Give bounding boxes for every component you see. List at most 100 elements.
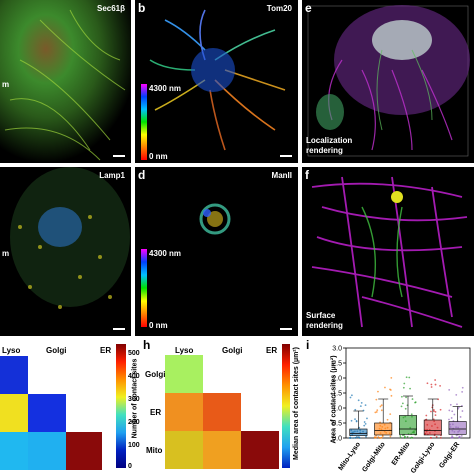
g-cbar-title: Number of contact sites [131,359,138,439]
panel-a-side-label: m [2,80,9,89]
data-point [381,437,383,439]
x-tick-label: Golgi-Mito [361,441,387,473]
panel-b-tom20: b Tom20 4300 nm 0 nm [135,0,298,163]
data-point [351,420,353,422]
heatmap-cell [241,431,279,469]
panel-d-title: ManII [272,171,292,180]
data-point [451,410,453,412]
data-point [351,394,353,396]
data-point [377,391,379,393]
data-point [462,387,464,389]
x-tick-label: ER-Mito [391,441,412,467]
box [399,416,416,435]
data-point [400,437,402,439]
data-point [433,409,435,411]
g-cbar-tick: 100 [128,442,140,449]
heatmap-cell [0,432,28,470]
heatmap-cell [0,356,28,394]
data-point [354,409,356,411]
data-point [356,421,358,423]
data-point [363,425,365,427]
data-point [366,418,368,420]
panel-h-letter: h [143,338,150,352]
data-point [409,388,411,390]
heatmap-cell [66,432,102,470]
data-point [439,385,441,387]
data-point [458,437,460,439]
data-point [450,404,452,406]
panel-e-letter: e [305,1,312,15]
heatmap-cell [203,431,241,469]
data-point [384,387,386,389]
data-point [453,414,455,416]
data-point [390,389,392,391]
data-point [451,436,453,438]
data-point [448,389,450,391]
data-point [404,437,406,439]
data-point [456,403,458,405]
data-point [390,436,392,438]
data-point [435,384,437,386]
h-row-label-er: ER [150,408,161,417]
data-point [391,395,393,397]
i-ylabel: Area of contact sites (µm²) [331,355,338,443]
data-point [435,414,437,416]
data-point [365,436,367,438]
data-point [403,383,405,385]
data-point [406,376,408,378]
er-microscopy-image [0,0,131,163]
data-point [430,411,432,413]
y-tick-label: 3.0 [332,346,342,353]
data-point [375,437,377,439]
scale-bar [113,155,125,157]
panel-f-caption-line2: rendering [306,321,343,331]
x-tick-label: Mito-Lyso [337,441,362,472]
panel-c-lamp1: Lamp1 m [0,167,131,336]
data-point [437,398,439,400]
heatmap-cell [28,432,66,470]
data-point [405,396,407,398]
heatmap-cell [165,355,203,393]
h-col-label-golgi: Golgi [222,346,242,355]
data-point [356,436,358,438]
data-point [430,437,432,439]
g-col-label-golgi: Golgi [46,346,66,355]
heatmap-cell [0,394,28,432]
data-point [440,409,442,411]
data-point [430,384,432,386]
data-point [462,410,464,412]
data-point [354,418,356,420]
lyso-microscopy-image [0,167,131,336]
data-point [448,410,450,412]
scale-bar [113,328,125,330]
data-point [365,423,367,425]
data-point [460,416,462,418]
data-point [364,421,366,423]
data-point [389,413,391,415]
data-point [408,377,410,379]
depth-colorbar [141,84,147,160]
panel-f-surface: f Surface rendering [302,167,474,336]
data-point [365,404,367,406]
heatmap-cell [203,393,241,431]
data-point [434,379,436,381]
panel-e-localization: e Localization rendering [302,0,474,163]
data-point [435,411,437,413]
panel-a-sec61b: Sec61β m [0,0,131,163]
g-col-label-er: ER [100,346,111,355]
data-point [451,417,453,419]
h-row-label-golgi: Golgi [145,370,165,379]
depth-colorbar [141,249,147,327]
g-cbar-tick: 500 [128,350,140,357]
h-cbar-title: Median area of contact sites (µm²) [293,347,300,460]
panel-c-title: Lamp1 [99,171,125,180]
heatmap-cell [165,393,203,431]
data-point [387,419,389,421]
data-point [412,398,414,400]
data-point [455,394,457,396]
data-point [461,391,463,393]
g-colorbar [116,344,126,468]
data-point [380,406,382,408]
data-point [401,406,403,408]
data-point [376,409,378,411]
